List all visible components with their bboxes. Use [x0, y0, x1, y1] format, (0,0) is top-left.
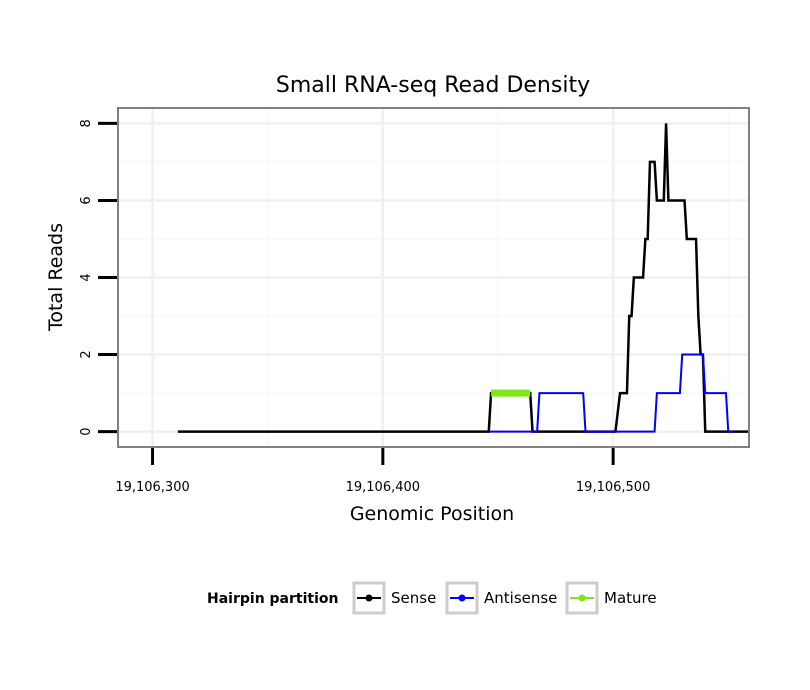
- x-axis: 19,106,300 19,106,400 19,106,500: [115, 448, 650, 495]
- series-line-antisense: [488, 353, 733, 433]
- y-tick-label-4: 8: [79, 119, 94, 127]
- y-axis: 0 2 4 6 8: [79, 119, 117, 436]
- chart-title: Small RNA-seq Read Density: [276, 73, 590, 98]
- plot-border: [117, 107, 750, 448]
- series-line-sense: [177, 123, 749, 433]
- legend-label-sense: Sense: [391, 589, 436, 607]
- x-tick-label-1: 19,106,400: [346, 480, 420, 495]
- legend-label-mature: Mature: [604, 589, 657, 607]
- x-tick-label-2: 19,106,500: [576, 480, 650, 495]
- legend-swatch-dot-antisense: [458, 594, 466, 602]
- legend-label-antisense: Antisense: [484, 589, 557, 607]
- legend-entry-mature: Mature: [565, 581, 657, 615]
- x-axis-title: Genomic Position: [350, 503, 514, 525]
- y-tick-label-1: 2: [79, 350, 94, 358]
- plot-panel: [117, 107, 750, 448]
- legend: Hairpin partition Sense Antisense Mature: [207, 581, 657, 615]
- y-axis-title: Total Reads: [45, 223, 67, 332]
- legend-entries: Sense Antisense Mature: [352, 581, 657, 615]
- series-layer: [177, 123, 749, 433]
- y-tick-label-3: 6: [79, 196, 94, 204]
- legend-title: Hairpin partition: [207, 591, 338, 607]
- legend-swatch-dot-sense: [365, 594, 373, 602]
- x-tick-label-0: 19,106,300: [115, 480, 189, 495]
- y-tick-label-2: 4: [79, 273, 94, 281]
- legend-swatch-dot-mature: [578, 594, 586, 602]
- y-tick-label-0: 0: [79, 427, 94, 435]
- legend-entry-antisense: Antisense: [445, 581, 557, 615]
- legend-entry-sense: Sense: [352, 581, 436, 615]
